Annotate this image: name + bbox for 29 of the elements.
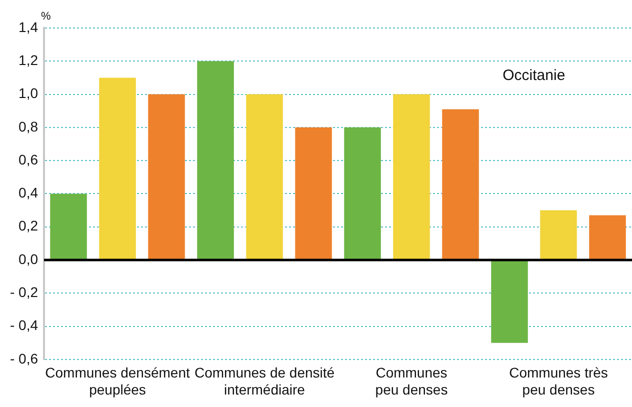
bar	[393, 94, 430, 260]
bar	[246, 94, 283, 260]
y-tick-label: 1,4	[18, 18, 38, 35]
y-tick-label: 0,0	[18, 250, 38, 267]
bar	[540, 210, 577, 260]
bar	[99, 78, 136, 260]
y-tick-label: 0,6	[18, 151, 38, 168]
x-tick-label: Communes de densité intermédiaire	[194, 364, 335, 398]
y-tick-label: 0,2	[18, 218, 38, 234]
y-tick-label: - 0,4	[10, 317, 38, 334]
y-tick-label: 1,0	[18, 85, 38, 102]
bar	[491, 260, 528, 343]
y-tick-label: 1,2	[18, 52, 38, 68]
bar	[197, 61, 234, 260]
y-tick-label: 0,4	[18, 184, 38, 201]
y-tick-label: - 0,6	[10, 350, 38, 366]
bar	[442, 109, 479, 260]
annotation: Occitanie	[502, 67, 566, 84]
x-tick-label: Communes peu denses	[375, 364, 448, 398]
y-axis-title: %	[41, 10, 52, 23]
bar	[589, 215, 626, 260]
bar	[148, 94, 185, 260]
y-tick-label: - 0,2	[10, 284, 38, 300]
bar	[50, 194, 87, 260]
y-tick-label: 0,8	[18, 118, 38, 134]
bar	[344, 127, 381, 260]
x-tick-label: Communes très peu denses	[509, 364, 608, 398]
x-tick-label: Communes densément peuplées	[45, 364, 190, 398]
bar	[295, 127, 332, 260]
